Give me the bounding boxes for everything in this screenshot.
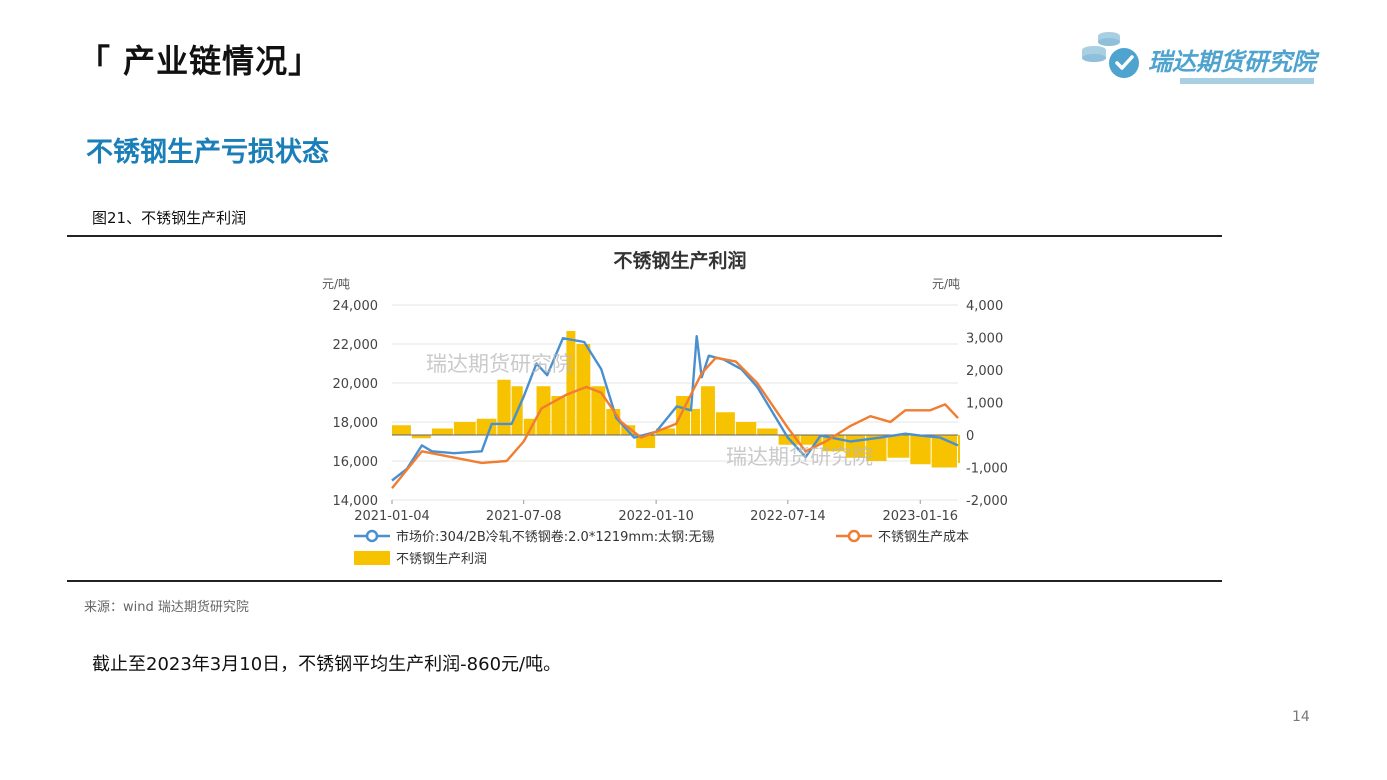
- legend-market-price-marker: [365, 529, 379, 543]
- legend: 市场价:304/2B冷轧不锈钢卷:2.0*1219mm:太钢:无锡 不锈钢生产成本…: [354, 529, 969, 567]
- chart-title: 不锈钢生产利润: [613, 249, 746, 272]
- profit-bar: [700, 386, 715, 435]
- y-right-tick-label: 4,000: [966, 299, 1003, 314]
- profit-bar: [431, 428, 453, 435]
- profit-bar: [958, 435, 960, 463]
- brand-logo: 瑞达期货研究院: [1078, 28, 1318, 88]
- x-tick-label: 2022-07-14: [750, 509, 826, 524]
- y-left-tick-label: 20,000: [333, 377, 379, 392]
- grid-lines: [391, 304, 958, 504]
- profit-bar: [576, 344, 591, 435]
- profit-bar: [523, 418, 536, 435]
- profit-bar: [453, 422, 476, 435]
- y-right-tick-label: -1,000: [966, 462, 1008, 477]
- y-right-unit: 元/吨: [932, 277, 960, 291]
- profit-bar: [715, 412, 735, 435]
- watermark: 瑞达期货研究院: [426, 352, 573, 376]
- y-right-tick-label: 0: [966, 429, 974, 444]
- profit-bar: [735, 422, 757, 435]
- figure-caption: 图21、不锈钢生产利润: [92, 209, 247, 227]
- profit-bar: [757, 428, 778, 435]
- logo-text: 瑞达期货研究院: [1148, 48, 1316, 76]
- series-lines: [391, 334, 959, 490]
- y-right-tick-label: 2,000: [966, 364, 1003, 379]
- y-left-tick-label: 22,000: [333, 338, 379, 353]
- source-note: 来源：wind 瑞达期货研究院: [84, 600, 249, 615]
- profit-bar: [392, 425, 411, 435]
- profit-bar: [476, 418, 497, 435]
- watermark: 瑞达期货研究院: [726, 445, 873, 469]
- logo-underline: [1180, 78, 1314, 84]
- y-left-tick-label: 18,000: [333, 416, 379, 431]
- y-right-tick-label: -2,000: [966, 494, 1008, 509]
- legend-profit-swatch: [354, 551, 390, 565]
- bottom-rule: [67, 580, 1222, 582]
- page-number: 14: [1292, 709, 1310, 725]
- y-left-tick-label: 14,000: [333, 494, 379, 509]
- section-title: 「 产业链情况」: [78, 42, 322, 80]
- x-tick-label: 2021-01-04: [354, 509, 430, 524]
- x-tick-label: 2021-07-08: [486, 509, 562, 524]
- profit-bar: [606, 409, 621, 435]
- legend-market-price-label: 市场价:304/2B冷轧不锈钢卷:2.0*1219mm:太钢:无锡: [396, 529, 715, 545]
- profit-bar: [656, 428, 676, 435]
- profit-bar: [551, 396, 566, 435]
- y-left-tick-label: 24,000: [333, 299, 379, 314]
- profit-bar: [800, 435, 822, 445]
- legend-profit-label: 不锈钢生产利润: [396, 552, 487, 567]
- market-price-line: [391, 334, 959, 482]
- production-cost-line: [391, 356, 959, 490]
- summary-text: 截止至2023年3月10日，不锈钢平均生产利润-860元/吨。: [92, 654, 562, 675]
- axis-labels: 24,000 22,000 20,000 18,000 16,000 14,000 4,00…: [333, 299, 1008, 524]
- y-left-tick-label: 16,000: [333, 455, 379, 470]
- x-tick-label: 2022-01-10: [618, 509, 694, 524]
- profit-bar: [866, 435, 887, 461]
- profit-bar: [910, 435, 931, 465]
- y-left-unit: 元/吨: [322, 277, 350, 291]
- x-tick-label: 2023-01-16: [882, 509, 958, 524]
- coins-check-icon: [1082, 32, 1139, 78]
- legend-production-cost-marker: [847, 529, 861, 543]
- profit-bar: [536, 386, 551, 435]
- legend-production-cost-label: 不锈钢生产成本: [878, 530, 969, 545]
- slide-subtitle: 不锈钢生产亏损状态: [86, 137, 329, 168]
- top-rule: [67, 235, 1222, 237]
- profit-bar: [497, 379, 511, 435]
- profit-chart: 24,000 22,000 20,000 18,000 16,000 14,000 4,00…: [322, 249, 1008, 567]
- profit-bar: [691, 409, 700, 435]
- profit-bar: [591, 386, 606, 435]
- y-right-tick-label: 3,000: [966, 332, 1003, 347]
- profit-bar: [411, 435, 431, 439]
- profit-bar: [887, 435, 910, 458]
- profit-bar: [566, 331, 576, 435]
- y-right-tick-label: 1,000: [966, 397, 1003, 412]
